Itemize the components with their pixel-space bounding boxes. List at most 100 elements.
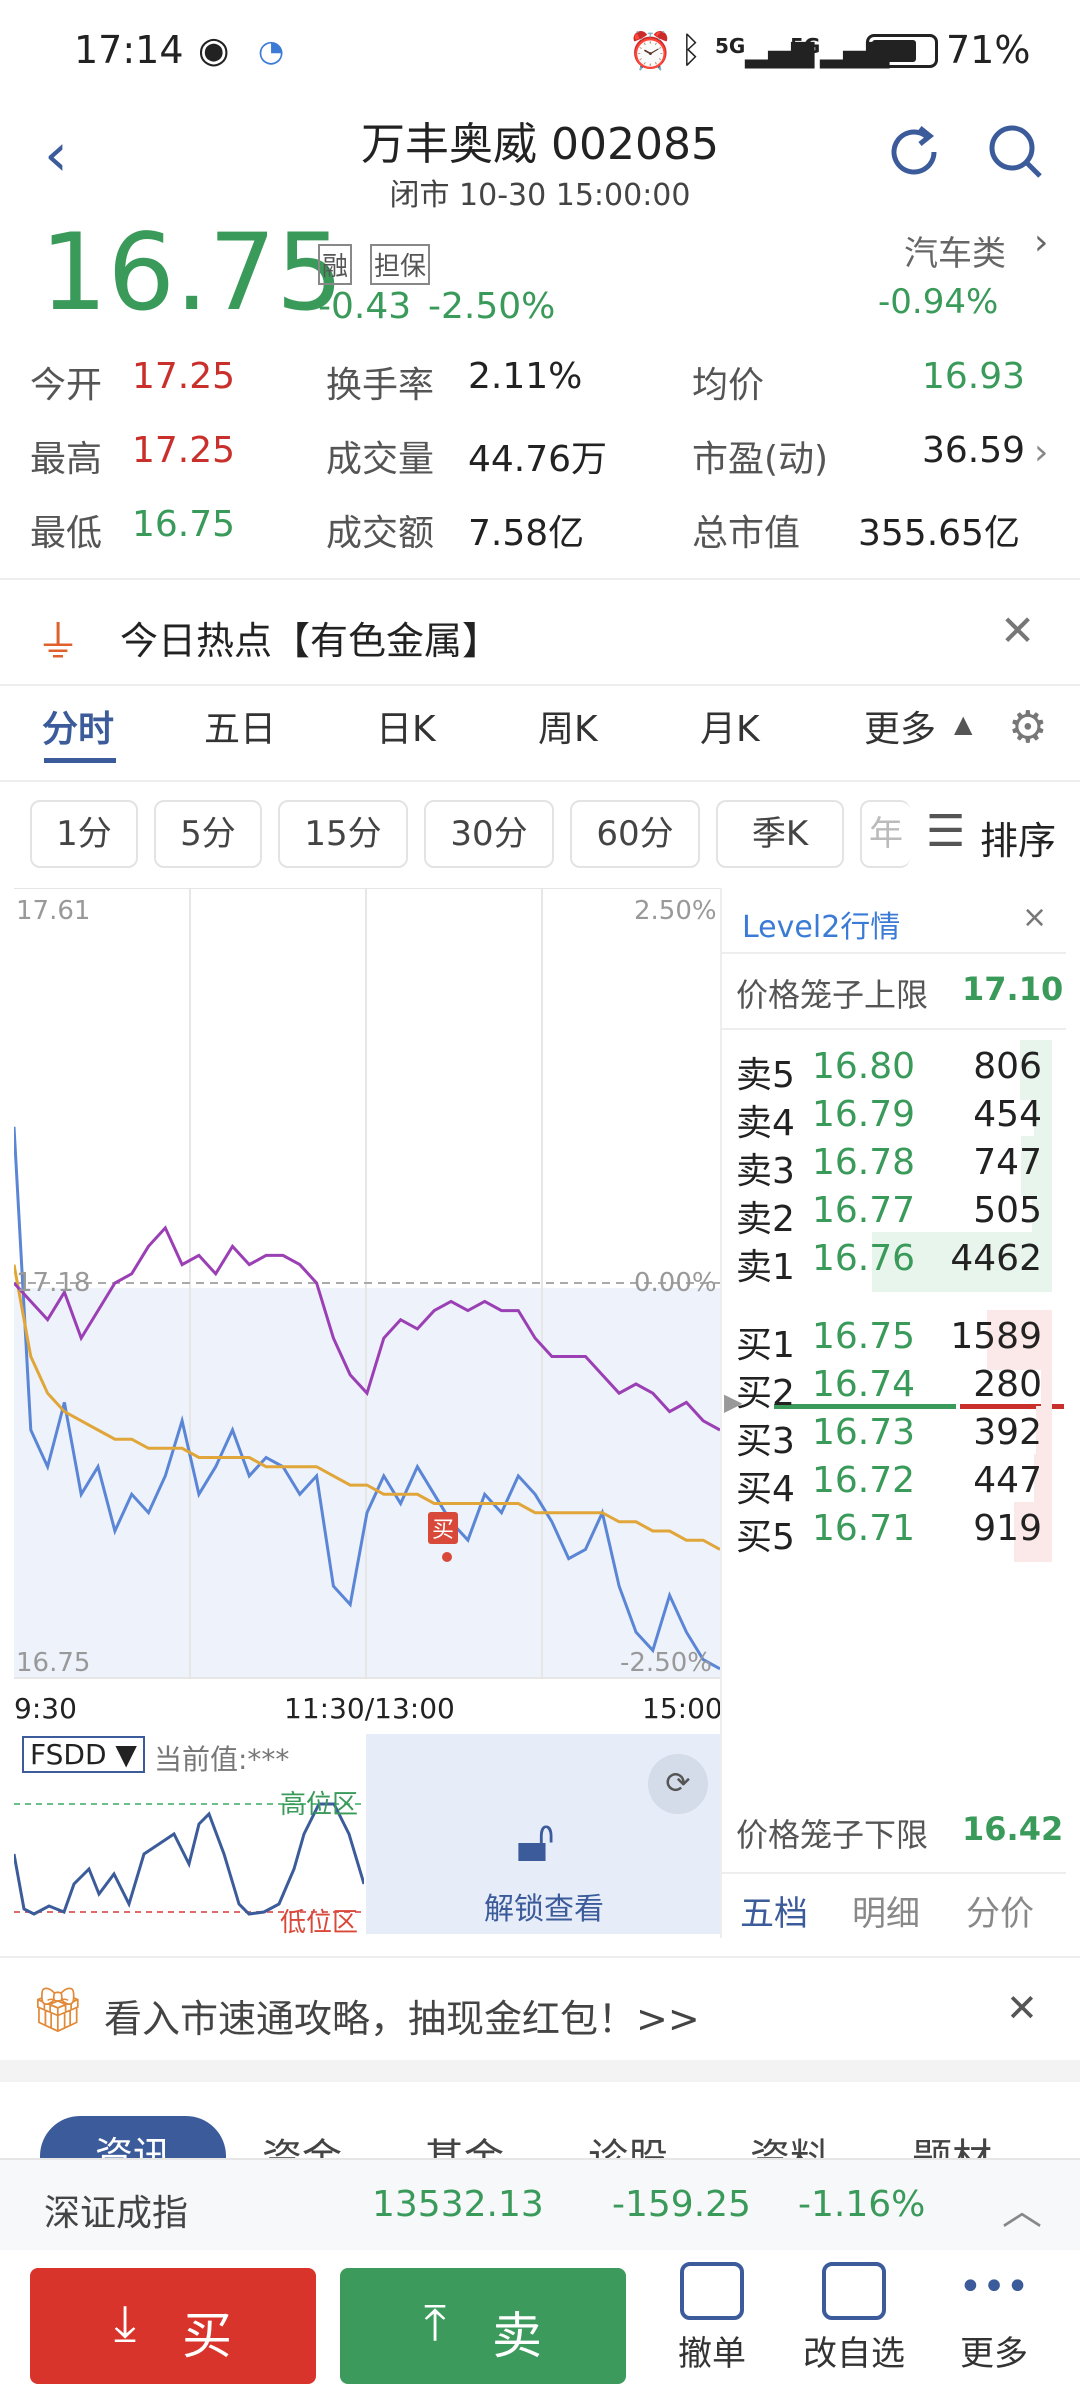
bid-row[interactable]: 买4 16.72 447	[722, 1448, 1052, 1520]
tab-weekly-k[interactable]: 周K	[538, 709, 598, 750]
period-quarter-k[interactable]: 季K	[716, 800, 844, 868]
bid-row[interactable]: 买5 16.71 919	[722, 1496, 1052, 1568]
promo-banner[interactable]: 🎁︎ 看入市速通攻略，抽现金红包！>> ✕	[0, 1956, 1080, 2060]
expand-up-icon[interactable]: ︿	[1002, 2188, 1042, 2234]
tab-more[interactable]: 更多	[864, 709, 937, 750]
more-button[interactable]: ••• 更多	[934, 2262, 1054, 2375]
tab-details[interactable]: 明细	[852, 1894, 920, 1934]
content-tab-profile[interactable]: 资料	[750, 2126, 830, 2158]
bid-price: 16.75	[812, 1316, 916, 1357]
content-tab-diagnose[interactable]: 诊股	[588, 2126, 668, 2158]
cancel-order-button[interactable]: 撤单	[652, 2262, 772, 2375]
edit-watchlist-button[interactable]: 改自选	[794, 2262, 914, 2375]
series-line-2	[12, 1225, 721, 1432]
volume-value: 44.76万	[468, 439, 608, 480]
tab-five-levels[interactable]: 五档	[740, 1894, 808, 1934]
level2-title[interactable]: Level2行情	[742, 910, 901, 945]
period-1min[interactable]: 1分	[30, 800, 138, 868]
bid-row[interactable]: 买3 16.73 392	[722, 1400, 1052, 1472]
tab-five-day[interactable]: 五日	[204, 709, 277, 750]
period-year-k[interactable]: 年	[860, 800, 910, 868]
caret-up-icon[interactable]: ▲	[954, 710, 973, 738]
period-60min[interactable]: 60分	[570, 800, 700, 868]
hot-topic-bar[interactable]: ⏚ 今日热点【有色金属】 ✕	[0, 578, 1080, 686]
content-tab-funds[interactable]: 资金	[262, 2126, 342, 2158]
ask-row[interactable]: 卖3 16.78 747	[722, 1130, 1052, 1202]
current-price-pointer-icon: ▶	[724, 1388, 743, 1416]
tab-monthly-k[interactable]: 月K	[700, 709, 760, 750]
buy-button[interactable]: ⤓ 买	[30, 2268, 316, 2384]
unlock-view-button[interactable]: 解锁查看	[484, 1892, 604, 1927]
indicator-selector[interactable]: FSDD ▼	[22, 1736, 145, 1773]
content-tab-topics[interactable]: 题材	[912, 2126, 992, 2158]
ask-row[interactable]: 卖5 16.80 806	[722, 1034, 1052, 1106]
level2-close-icon[interactable]: ×	[1022, 900, 1048, 935]
back-icon[interactable]: ‹	[44, 120, 68, 190]
upper-limit-label: 价格笼子上限	[736, 976, 929, 1014]
chevron-right-icon[interactable]: ›	[1034, 222, 1049, 263]
open-label: 今开	[30, 365, 103, 406]
promo-close-icon[interactable]: ✕	[1006, 1986, 1038, 2030]
bid-row[interactable]: 买2 16.74 280	[722, 1352, 1052, 1424]
stats-expand-icon[interactable]: ›	[1034, 432, 1049, 473]
buy-marker[interactable]: 买	[428, 1512, 459, 1544]
bid-level-label: 买1	[736, 1325, 795, 1366]
ask-row[interactable]: 卖2 16.77 505	[722, 1178, 1052, 1250]
pct-label-bottom: -2.50%	[620, 1648, 712, 1678]
rotate-icon[interactable]: ⟳	[648, 1754, 708, 1814]
open-value: 17.25	[132, 356, 236, 397]
battery-icon	[866, 34, 938, 68]
tab-intraday[interactable]: 分时	[42, 709, 115, 750]
bid-row[interactable]: 买1 16.75 1589	[722, 1304, 1052, 1376]
bid-volume: 392	[973, 1412, 1042, 1453]
content-tab-fund[interactable]: 基金	[424, 2126, 504, 2158]
period-5min[interactable]: 5分	[154, 800, 262, 868]
bluetooth-icon: ᛒ	[680, 30, 702, 71]
ask-price: 16.79	[812, 1094, 916, 1135]
index-ticker[interactable]: 深证成指 13532.13 -159.25 -1.16% ︿	[0, 2158, 1080, 2250]
pe-label: 市盈(动)	[692, 439, 829, 480]
close-icon[interactable]: ✕	[1000, 606, 1036, 655]
sell-button[interactable]: ⤒ 卖	[340, 2268, 626, 2384]
x-label-close: 15:00	[642, 1692, 723, 1725]
bid-price: 16.72	[812, 1460, 916, 1501]
stats-row-2: 最高 17.25 成交量 44.76万 市盈(动) 36.59 ›	[0, 418, 1080, 492]
chart-edit-icon	[822, 2262, 886, 2320]
buy-marker-dot	[442, 1552, 452, 1562]
lower-limit-value: 16.42	[962, 1810, 1064, 1848]
hot-topic-text[interactable]: 今日热点【有色金属】	[120, 619, 501, 663]
period-30min[interactable]: 30分	[424, 800, 554, 868]
index-change: -159.25	[612, 2184, 751, 2225]
mcap-label: 总市值	[692, 513, 801, 554]
sell-label: 卖	[492, 2307, 542, 2365]
sort-button[interactable]: 排序	[980, 819, 1057, 863]
alarm-bell-icon: ⏚	[36, 617, 80, 668]
content-tabs: 资讯 资金 基金 诊股 资料 题材	[0, 2082, 1080, 2158]
tab-daily-k[interactable]: 日K	[376, 709, 436, 750]
ask-row[interactable]: 卖1 16.76 4462	[722, 1226, 1052, 1298]
intraday-chart[interactable]: 17.61 17.18 16.75 2.50% 0.00% -2.50% 买	[12, 887, 721, 1682]
index-value: 13532.13	[372, 2184, 544, 2225]
refresh-icon[interactable]	[884, 122, 944, 182]
low-zone-label: 低位区	[280, 1908, 359, 1938]
unlock-overlay[interactable]: ⟳ 🔓︎ 解锁查看	[366, 1734, 720, 1934]
level2-header: Level2行情 ×	[722, 888, 1066, 954]
chart-canvas[interactable]	[12, 887, 721, 1682]
tab-active-indicator	[44, 758, 116, 763]
status-time: 17:14	[74, 28, 184, 72]
ask-price: 16.80	[812, 1046, 916, 1087]
sector-name[interactable]: 汽车类	[904, 234, 1006, 274]
ask-row[interactable]: 卖4 16.79 454	[722, 1082, 1052, 1154]
ask-level-label: 卖1	[736, 1247, 795, 1288]
bid-volume-bar	[1035, 1406, 1052, 1466]
alarm-icon: ⏰	[628, 31, 673, 72]
content-tab-news[interactable]: 资讯	[40, 2116, 226, 2158]
search-icon[interactable]	[986, 122, 1046, 182]
settings-gear-icon[interactable]: ⚙	[1008, 702, 1048, 753]
tab-price-dist[interactable]: 分价	[966, 1894, 1034, 1934]
amount-value: 7.58亿	[468, 513, 585, 554]
promo-text[interactable]: 看入市速通攻略，抽现金红包！>>	[104, 1997, 700, 2041]
network-2-label: 5G	[790, 34, 821, 58]
list-menu-icon[interactable]: ☰	[926, 806, 966, 857]
period-15min[interactable]: 15分	[278, 800, 408, 868]
